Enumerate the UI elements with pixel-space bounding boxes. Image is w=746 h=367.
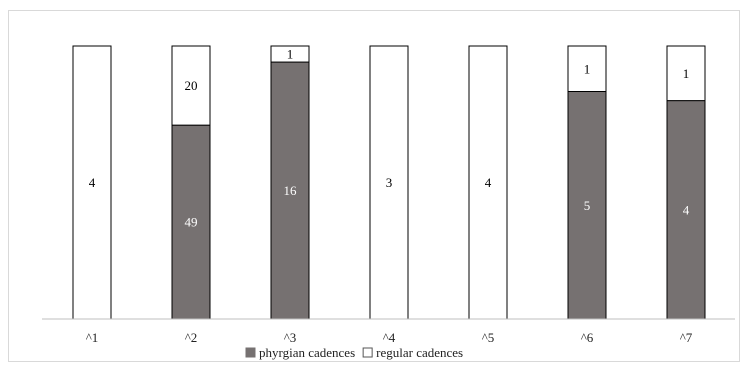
legend: phyrgian cadences regular cadences (245, 345, 463, 360)
x-tick-label: ^4 (383, 330, 396, 345)
data-label: 5 (584, 198, 591, 213)
x-tick-label: ^5 (482, 330, 495, 345)
data-label: 49 (185, 215, 198, 230)
legend-swatch-phrygian (245, 347, 256, 358)
x-tick-label: ^3 (284, 330, 297, 345)
x-tick-label: ^2 (185, 330, 198, 345)
bar-segment-regular-2 (171, 45, 211, 126)
bar-segment-regular-7 (666, 45, 706, 102)
bar-segment-regular-6 (567, 45, 607, 92)
legend-label-phrygian: phyrgian cadences (259, 345, 355, 360)
bar-segment-regular-5 (468, 45, 508, 320)
x-tick-label: ^7 (680, 330, 693, 345)
bar-segment-phrygian-6 (567, 91, 607, 320)
data-label: 3 (386, 175, 393, 190)
data-label: 1 (287, 47, 294, 62)
x-tick-label: ^1 (86, 330, 99, 345)
data-label: 4 (485, 175, 492, 190)
bars-layer: 4 49 20 16 1 3 4 5 1 4 1 (72, 45, 706, 320)
data-label: 20 (185, 78, 198, 93)
data-label: 4 (683, 202, 690, 217)
x-tick-label: ^6 (581, 330, 594, 345)
legend-swatch-regular (362, 347, 373, 358)
x-tick-labels: ^1 ^2 ^3 ^4 ^5 ^6 ^7 (86, 330, 693, 345)
data-label: 1 (683, 66, 690, 81)
data-label: 16 (284, 183, 298, 198)
bar-segment-regular-3 (270, 45, 310, 63)
data-label: 1 (584, 61, 591, 76)
bar-segment-regular-1 (72, 45, 112, 320)
legend-label-regular: regular cadences (376, 345, 463, 360)
data-label: 4 (89, 175, 96, 190)
